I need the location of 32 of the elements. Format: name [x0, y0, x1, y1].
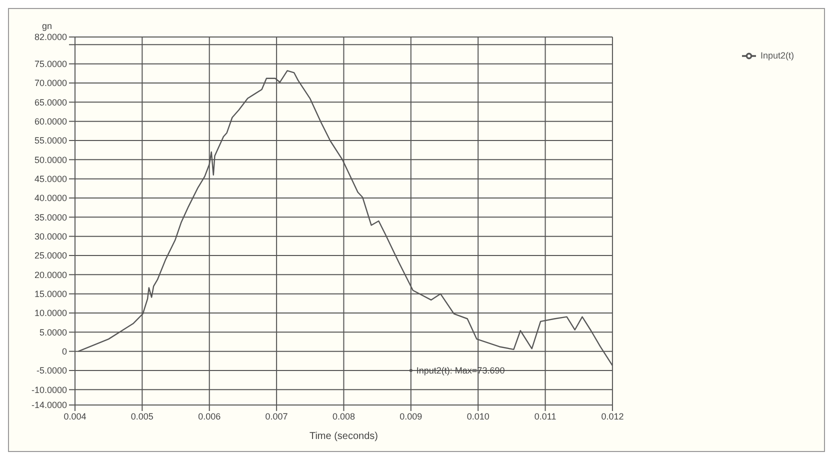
y-tick-label: 45.0000 [34, 174, 67, 184]
y-tick-label: 30.0000 [34, 232, 67, 242]
x-tick-label: 0.005 [130, 411, 154, 422]
y-tick-label: 50.0000 [34, 154, 67, 165]
y-tick-label: 55.0000 [34, 136, 67, 146]
x-tick-label: 0.009 [400, 411, 422, 422]
y-tick-label: 35.0000 [34, 212, 67, 222]
x-tick-label: 0.006 [198, 411, 221, 422]
y-tick-label: 15.0000 [34, 289, 67, 300]
y-tick-label: -5.0000 [36, 366, 67, 376]
y-tick-label: -14.0000 [31, 400, 67, 410]
x-tick-label: 0.011 [534, 411, 556, 422]
x-tick-label: 0.012 [601, 411, 624, 422]
x-tick-label: 0.007 [265, 411, 288, 422]
y-tick-label: -10.0000 [31, 384, 67, 395]
x-tick-label: 0.004 [64, 411, 86, 422]
y-tick-label: 0 [62, 346, 67, 357]
y-tick-label: 5.0000 [39, 327, 67, 338]
x-tick-label: 0.008 [332, 411, 355, 422]
y-tick-label: 75.0000 [34, 59, 67, 70]
y-tick-label: 25.0000 [34, 250, 67, 261]
y-tick-label: 65.0000 [34, 97, 67, 108]
y-tick-label: 70.0000 [34, 78, 67, 88]
y-tick-label: 40.0000 [34, 193, 67, 204]
y-tick-label: 60.0000 [34, 116, 67, 127]
legend-label: Input2(t) [760, 50, 794, 60]
y-tick-label: 82.0000 [34, 32, 67, 42]
y-axis-title: gn [42, 21, 52, 31]
x-tick-label: 0.010 [466, 411, 490, 422]
y-tick-label: 10.0000 [34, 308, 67, 318]
y-tick-label: 20.0000 [34, 270, 67, 280]
x-axis-title: Time (seconds) [309, 431, 378, 442]
